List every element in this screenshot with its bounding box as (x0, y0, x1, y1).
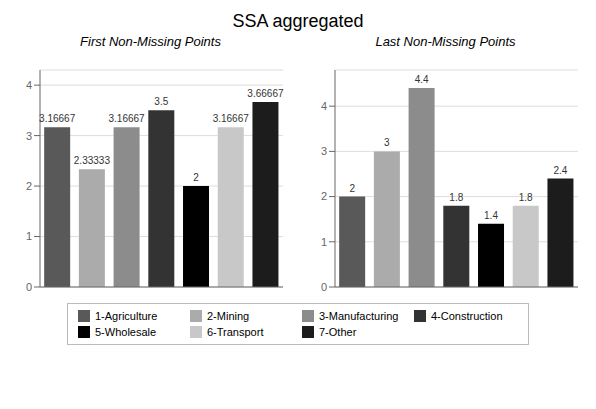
svg-text:4.4: 4.4 (415, 74, 429, 85)
svg-text:3: 3 (26, 130, 32, 142)
svg-text:1: 1 (321, 236, 327, 248)
svg-text:1: 1 (26, 230, 32, 242)
svg-text:3.16667: 3.16667 (39, 113, 76, 124)
svg-text:2: 2 (26, 180, 32, 192)
html-text:5-Wholesale: 5-Wholesale (95, 326, 157, 338)
svg-text:3.5: 3.5 (154, 96, 168, 107)
svg-text:3: 3 (384, 137, 390, 148)
svg-text:3.16667: 3.16667 (213, 113, 250, 124)
svg-text:1.8: 1.8 (449, 192, 463, 203)
svg-text:3.66667: 3.66667 (247, 88, 284, 99)
svg-text:0: 0 (321, 281, 327, 293)
html-text:4-Construction: 4-Construction (431, 310, 503, 322)
html-text:First Non-Missing Points: First Non-Missing Points (80, 34, 221, 49)
svg-text:2: 2 (349, 183, 355, 194)
html-text:7-Other: 7-Other (319, 326, 357, 338)
html-text:Last Non-Missing Points: Last Non-Missing Points (375, 34, 516, 49)
svg-text:2.4: 2.4 (553, 165, 567, 176)
svg-text:4: 4 (321, 100, 327, 112)
html-text:6-Transport: 6-Transport (207, 326, 264, 338)
svg-text:2.33333: 2.33333 (74, 155, 111, 166)
svg-text:3: 3 (321, 145, 327, 157)
svg-text:0: 0 (26, 281, 32, 293)
svg-text:1.4: 1.4 (484, 210, 498, 221)
html-text:1-Agriculture: 1-Agriculture (95, 310, 158, 322)
svg-text:1.8: 1.8 (519, 192, 533, 203)
html-text:SSA aggregated: SSA aggregated (232, 11, 364, 31)
html-text:2-Mining: 2-Mining (207, 310, 250, 322)
svg-text:2: 2 (193, 172, 199, 183)
svg-text:3.16667: 3.16667 (109, 113, 146, 124)
svg-text:2: 2 (321, 190, 327, 202)
html-text:3-Manufacturing: 3-Manufacturing (319, 310, 399, 322)
svg-text:4: 4 (26, 79, 32, 91)
